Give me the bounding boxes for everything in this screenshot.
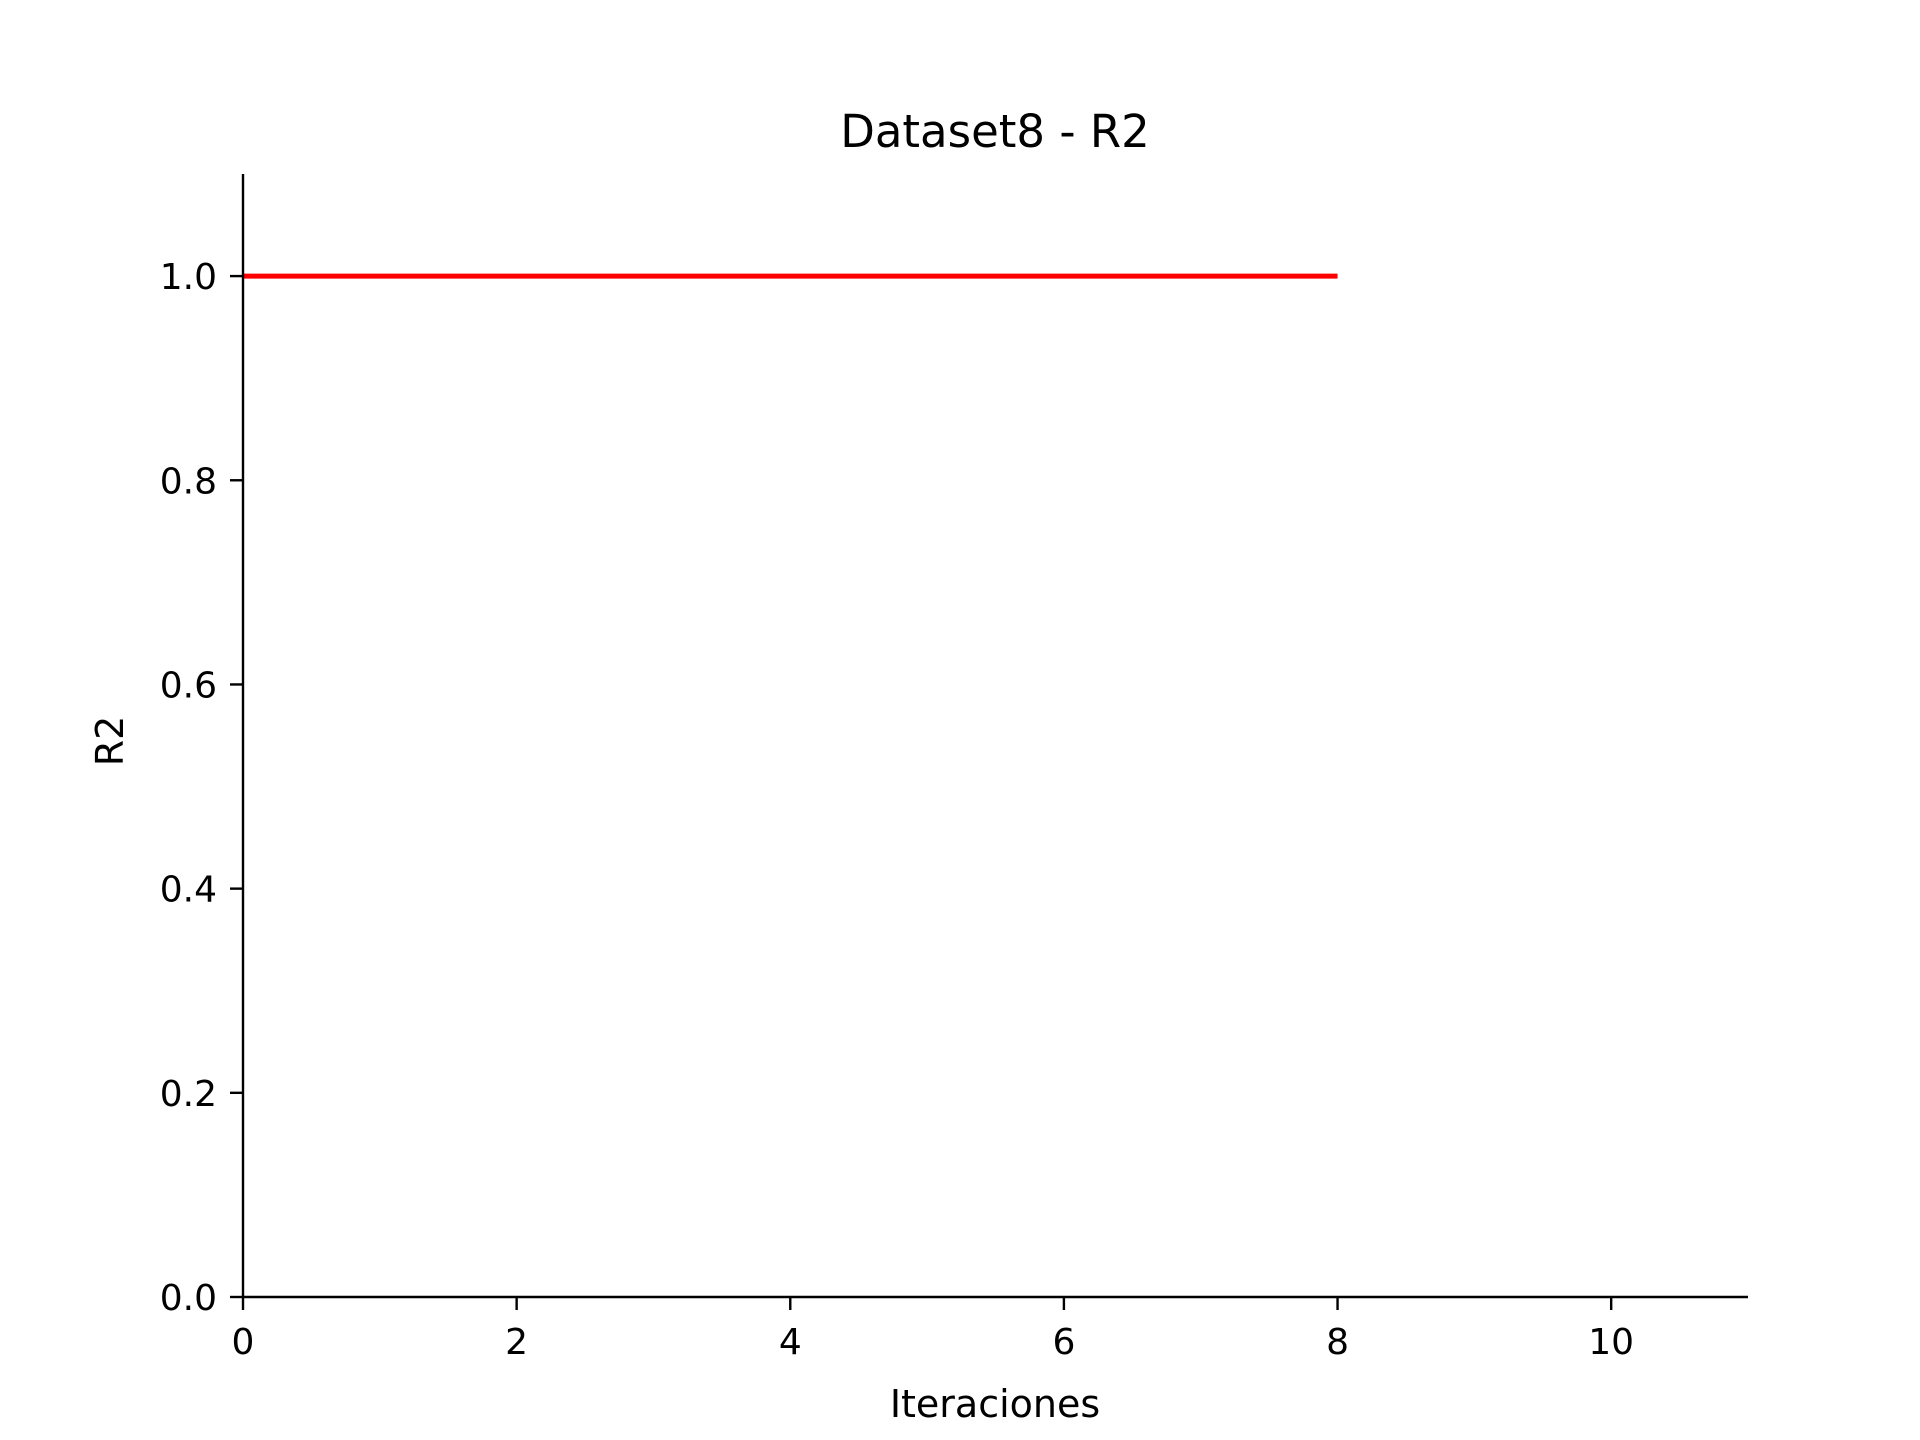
chart-title: Dataset8 - R2 xyxy=(840,105,1150,158)
x-ticks: 0 2 4 6 8 10 xyxy=(232,1297,1634,1363)
y-tick-label: 0.4 xyxy=(160,870,217,911)
y-tick-label: 0.6 xyxy=(160,665,217,706)
y-tick-label: 0.0 xyxy=(160,1278,217,1319)
y-axis-label: R2 xyxy=(88,716,132,767)
y-tick-label: 0.2 xyxy=(160,1074,217,1115)
x-tick-label: 2 xyxy=(505,1322,528,1363)
x-tick-label: 4 xyxy=(779,1322,802,1363)
y-tick-label: 0.8 xyxy=(160,461,217,502)
x-tick-label: 8 xyxy=(1326,1322,1349,1363)
y-ticks: 0.0 0.2 0.4 0.6 0.8 1.0 xyxy=(160,257,243,1319)
x-tick-label: 0 xyxy=(232,1322,255,1363)
x-axis-label: Iteraciones xyxy=(890,1382,1100,1426)
plot-area: 0 2 4 6 8 10 0.0 0.2 0.4 0.6 0.8 1.0 xyxy=(160,174,1748,1363)
x-tick-label: 10 xyxy=(1588,1322,1634,1363)
x-tick-label: 6 xyxy=(1052,1322,1075,1363)
y-tick-label: 1.0 xyxy=(160,257,217,298)
